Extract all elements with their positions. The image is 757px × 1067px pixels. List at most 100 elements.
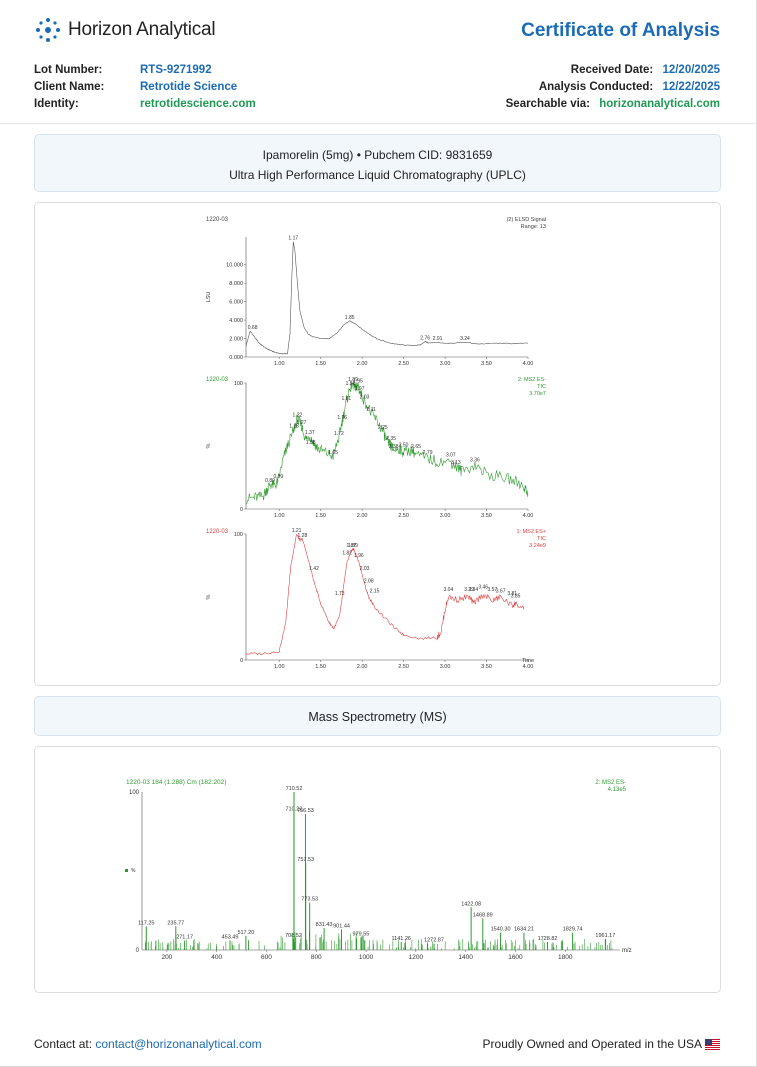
y-tick-label: 0 <box>240 507 243 513</box>
x-tick-label: 4.00 <box>523 664 534 670</box>
peak-label: 3.67 <box>496 588 506 594</box>
x-tick-label: 4.00 <box>523 513 534 519</box>
ms-y-marker <box>125 869 128 872</box>
method-name: Ultra High Performance Liquid Chromatogr… <box>229 168 526 182</box>
ms-peak-label: 1141.26 <box>391 936 410 942</box>
ms-peak-label: 756.53 <box>297 808 314 814</box>
peak-label: 0.89 <box>265 478 275 484</box>
ms-peak-label: 831.43 <box>316 922 333 928</box>
chromatogram-trace <box>245 382 529 505</box>
peak-label: 1.85 <box>345 315 355 321</box>
peak-label: 1.89 <box>348 543 358 549</box>
chart-sample-id: 1220-03 <box>206 529 229 535</box>
peak-label: 3.24 <box>460 336 470 342</box>
peak-label: 1.97 <box>355 386 365 392</box>
x-tick-label: 2.00 <box>357 664 368 670</box>
brand-logo: Horizon Analytical <box>34 16 216 44</box>
x-tick-label: 3.00 <box>440 361 451 367</box>
peak-label: 1.73 <box>335 591 345 597</box>
y-axis-label: LSU <box>206 292 212 303</box>
y-tick-label: 4.000 <box>229 318 243 324</box>
peak-label: 1.37 <box>305 430 315 436</box>
meta-row-received: Received Date: 12/20/2025 <box>506 62 720 79</box>
ms-peak-label: 773.53 <box>301 897 318 903</box>
meta-key: Received Date: <box>570 64 654 76</box>
meta-left: Lot Number: RTS-9271992 Client Name: Ret… <box>34 62 256 113</box>
peak-label: 1.17 <box>288 236 298 242</box>
y-tick-label: 100 <box>234 532 243 538</box>
chart-legend-entry: 3.24e9 <box>529 543 546 549</box>
x-tick-label: 2.50 <box>398 664 409 670</box>
y-tick-label: 10.000 <box>226 263 243 269</box>
ms-x-tick-label: 600 <box>261 954 272 961</box>
peak-label: 2.76 <box>420 335 430 341</box>
chromatogram-trace <box>245 534 525 656</box>
x-tick-label: 3.00 <box>440 664 451 670</box>
meta-key: Client Name: <box>34 81 105 93</box>
received-date: 12/20/2025 <box>662 64 720 76</box>
x-tick-label: 1.50 <box>315 361 326 367</box>
x-tick-label: 3.50 <box>481 361 492 367</box>
peak-label: 2.79 <box>423 450 433 456</box>
peak-label: 2.38 <box>389 444 399 450</box>
searchable-link[interactable]: horizonanalytical.com <box>599 98 720 110</box>
x-tick-label: 3.50 <box>481 664 492 670</box>
chart-legend-entry: Range: 13 <box>521 224 546 230</box>
x-tick-label: 3.50 <box>481 513 492 519</box>
mass-spectrum: 1220-03 184 (1.288) Cm (182:202) 2: MS2 E… <box>125 779 632 961</box>
ms-x-tick-label: 800 <box>311 954 322 961</box>
peak-label: 2.25 <box>378 425 388 431</box>
y-tick-label: 6.000 <box>229 300 243 306</box>
chromatogram-trace <box>245 241 529 355</box>
identity-link[interactable]: retrotidescience.com <box>140 98 256 110</box>
ms-title: 1220-03 184 (1.288) Cm (182:202) <box>126 779 226 786</box>
meta-row-lot: Lot Number: RTS-9271992 <box>34 62 256 79</box>
ms-y-tick-label: 100 <box>129 790 140 796</box>
analysis-date: 12/22/2025 <box>662 81 720 93</box>
peak-label: 3.04 <box>444 587 454 593</box>
chart-legend-entry: TIC <box>537 536 546 542</box>
y-tick-label: 0 <box>240 658 243 664</box>
meta-key: Searchable via: <box>505 98 591 110</box>
ms-peak-label: 271.17 <box>176 935 193 941</box>
meta-key: Lot Number: <box>34 64 103 76</box>
ms-peak-label: 1422.08 <box>461 901 481 907</box>
meta-key: Identity: <box>34 98 79 110</box>
peak-label: 1.72 <box>334 431 344 437</box>
y-tick-label: 0.000 <box>229 355 243 361</box>
ms-section-title: Mass Spectrometry (MS) <box>308 710 447 724</box>
ms-peak-label: 117.25 <box>138 920 154 926</box>
y-axis-label: % <box>206 594 212 599</box>
peak-label: 1.65 <box>328 450 338 456</box>
peak-label: 2.03 <box>360 395 370 401</box>
peak-label: 2.50 <box>399 443 409 449</box>
peak-label: 1.28 <box>298 533 308 539</box>
brand-name: Horizon Analytical <box>68 19 216 40</box>
ms-title-panel: Mass Spectrometry (MS) <box>34 696 721 736</box>
peak-label: 0.99 <box>273 474 283 480</box>
ms-y-axis-label: % <box>131 868 136 874</box>
meta-right: Received Date: 12/20/2025 Analysis Condu… <box>506 62 720 113</box>
peak-label: 2.15 <box>370 588 380 594</box>
peak-label: 1.38 <box>306 440 316 446</box>
peak-label: 2.03 <box>360 566 370 572</box>
chart-sample-id: 1220-03 <box>206 377 229 383</box>
peak-label: 3.81 <box>507 591 517 597</box>
ms-peak-label: 757.53 <box>297 857 314 863</box>
ms-x-tick-label: 1800 <box>558 954 573 961</box>
y-axis-label: % <box>206 443 212 448</box>
header-divider <box>0 123 757 124</box>
contact-email-link[interactable]: contact@horizonanalytical.com <box>95 1037 262 1051</box>
document-title: Certificate of Analysis <box>521 20 720 41</box>
ms-x-tick-label: 400 <box>211 954 222 961</box>
x-tick-label: 4.00 <box>523 361 534 367</box>
x-tick-label: 3.00 <box>440 513 451 519</box>
ms-x-tick-label: 1000 <box>359 954 374 961</box>
peak-label: 1.81 <box>341 396 351 402</box>
ms-peak-label: 1829.74 <box>563 927 583 933</box>
peak-label: 1.86 <box>346 381 356 387</box>
chart-legend-entry: 1: MS2 ES+ <box>516 529 546 535</box>
ms-peak-label: 1728.82 <box>538 936 558 942</box>
